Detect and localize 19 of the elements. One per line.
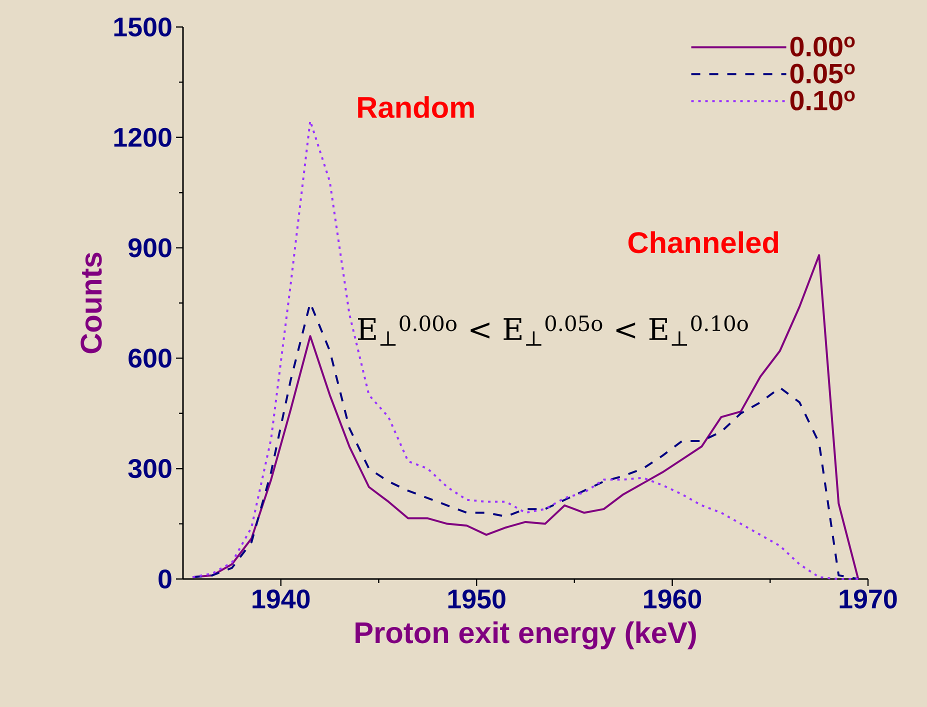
x-tick-label: 1940 [252,590,310,609]
text: E$_{⊥}$$^{0.00o}$ < E$_{⊥}$$^{0.05o}$ < E$_{⊥}$0.10o [358,315,748,346]
annotation: Channeled [628,231,778,254]
y-tick-label: 0 [158,569,172,589]
x-tick-label: 1960 [644,590,702,609]
x-axis-title: Proton exit energy (keV) [356,621,696,650]
y-axis-title: Counts [80,252,102,354]
legend-label: 0.00$^{o}$ [790,36,855,56]
x-tick-label: 1950 [448,590,506,609]
y-tick-label: 600 [128,348,172,368]
line-series [192,120,860,580]
y-tick-label: 900 [128,238,172,258]
y-tick-label: 1200 [114,128,172,147]
legend-label: 0.10$^{o}$ [790,90,855,110]
x-tick-label: 1970 [840,590,897,609]
annotation: Random [358,96,474,118]
legend-label: 0.05$^{o}$ [790,64,855,84]
y-tick-label: 1500 [114,17,172,37]
y-tick-label: 300 [128,459,172,478]
